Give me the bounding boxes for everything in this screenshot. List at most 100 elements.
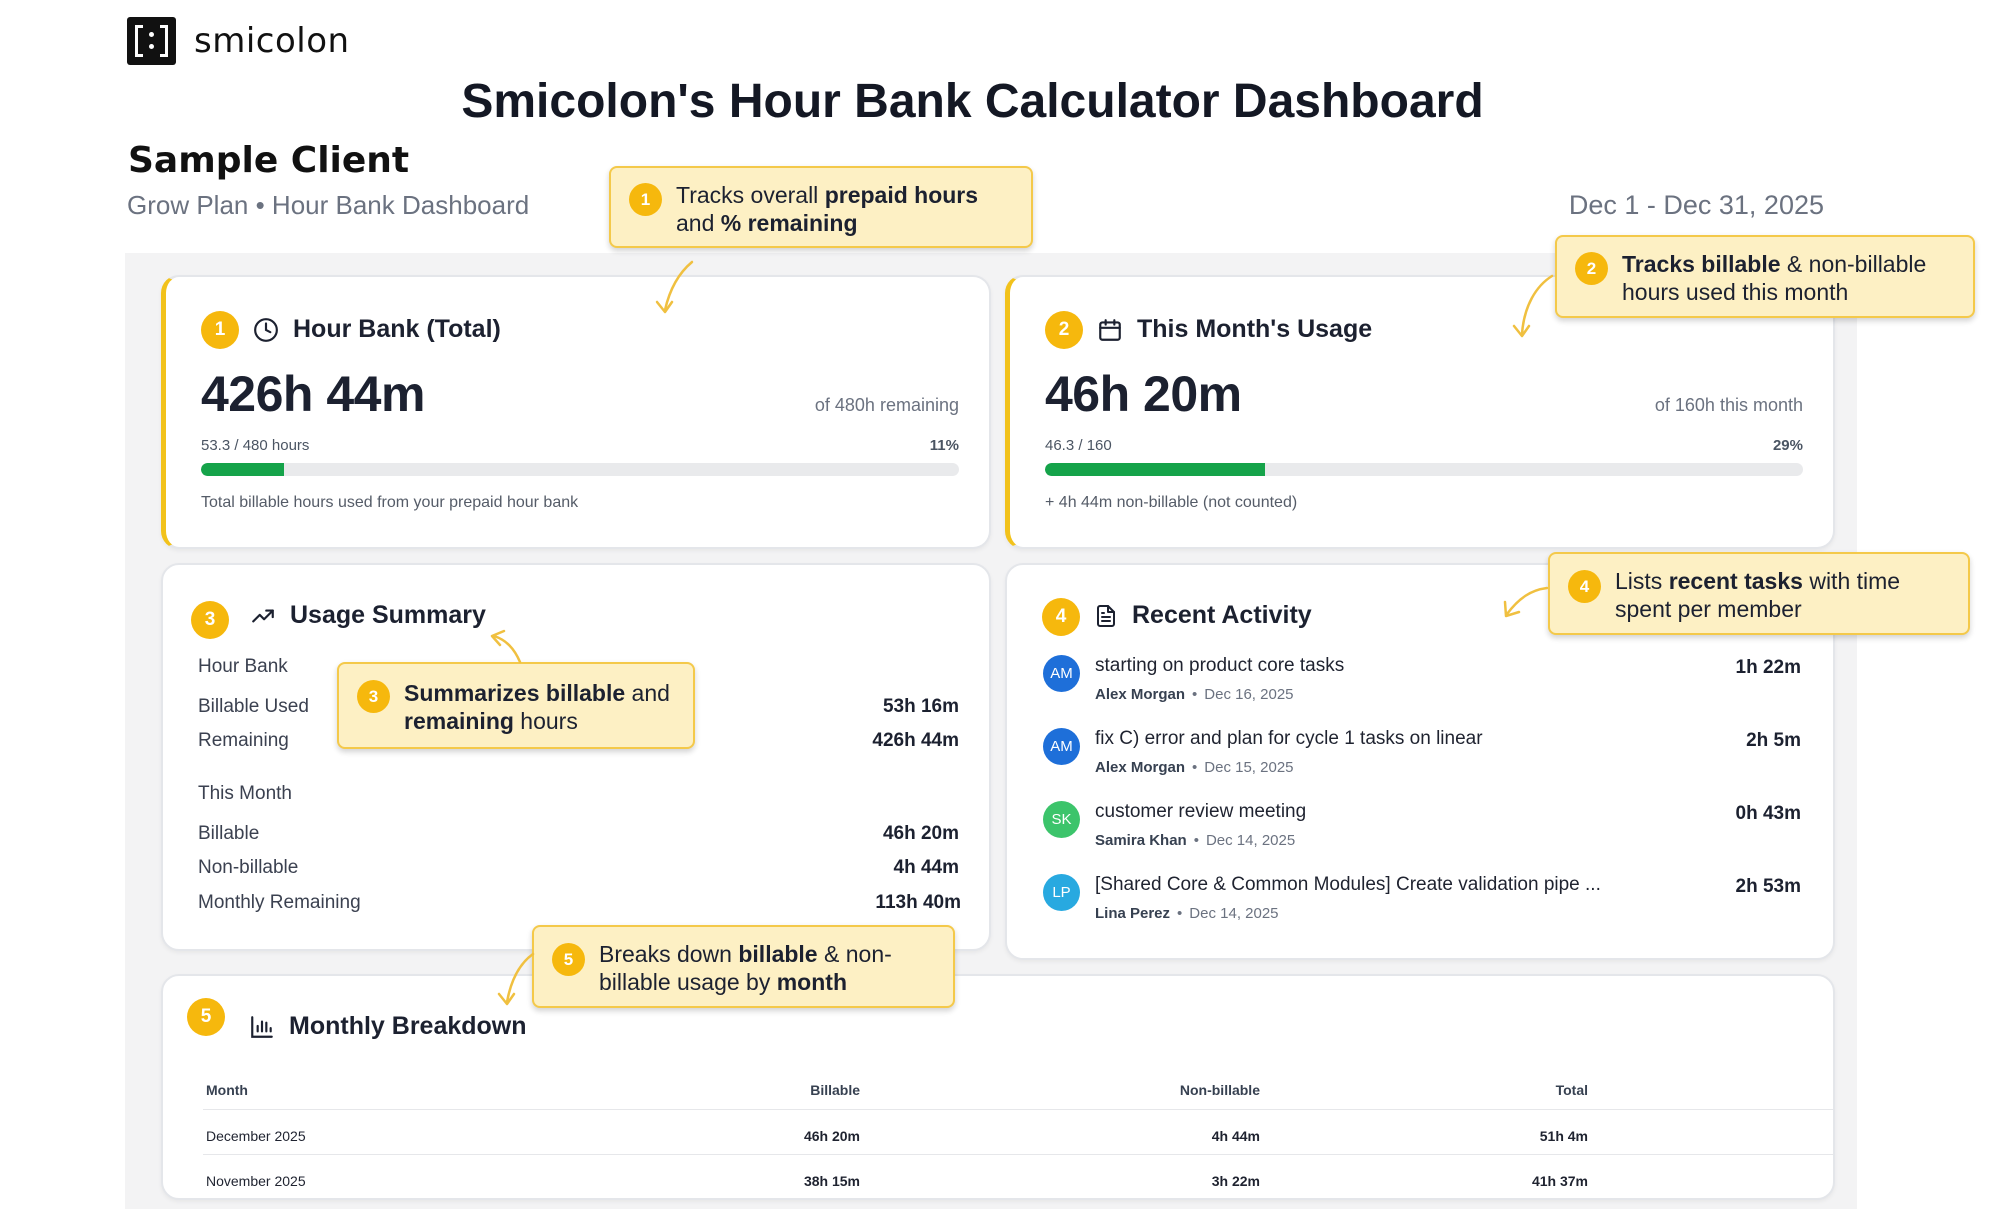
clock-icon [254,317,278,342]
callout-arrow [490,629,522,664]
card-title: Recent Activity [1094,601,1312,630]
activity-item[interactable]: SK customer review meeting Samira Khan • D… [1007,801,1833,861]
callout-summary: 3 Summarizes billable and remaining hour… [337,662,695,749]
callout-arrow [1503,586,1549,618]
callout-monthly: 5 Breaks down billable & non- billable u… [532,925,955,1008]
callout-text: Breaks down billable & non- billable usa… [599,941,892,995]
card-title: Monthly Breakdown [249,1012,527,1041]
activity-meta: Alex Morgan • Dec 16, 2025 [1095,686,1294,703]
trending-up-icon [252,609,274,622]
activity-item[interactable]: AM fix C) error and plan for cycle 1 tas… [1007,728,1833,788]
month-usage-progress-bar [1045,463,1803,476]
monthly-breakdown-title: Monthly Breakdown [289,1012,527,1040]
month-usage-note: + 4h 44m non-billable (not counted) [1045,494,1298,511]
callout-badge: 2 [1575,252,1608,285]
activity-member: Lina Perez [1095,905,1171,922]
this-month-heading: This Month [198,783,292,804]
avatar: AM [1043,655,1080,692]
progress-fill [201,463,285,476]
cell-non-billable: 4h 44m [1211,1128,1260,1144]
activity-member: Alex Morgan [1095,759,1186,776]
recent-activity-title: Recent Activity [1132,601,1312,629]
page-title: Smicolon's Hour Bank Calculator Dashboar… [461,75,1484,128]
date-range[interactable]: Dec 1 - Dec 31, 2025 [1568,190,1824,220]
card-title: This Month's Usage [1097,315,1372,344]
usage-summary-title: Usage Summary [290,601,486,629]
cell-total: 41h 37m [1531,1173,1588,1189]
document-icon [1097,604,1115,627]
activity-item[interactable]: LP [Shared Core & Common Modules] Create… [1007,874,1833,934]
column-header: Total [1555,1082,1588,1098]
hour-bank-progress-bar [201,463,959,476]
callout-text: Tracks overall prepaid hours and % remai… [676,182,979,236]
summary-value: 113h 40m [875,892,961,913]
summary-value: 53h 16m [882,696,959,717]
avatar: AM [1043,728,1080,765]
callout-recent-tasks: 4 Lists recent tasks with time spent per… [1548,552,1970,635]
client-name: Sample Client [128,140,410,181]
hour-bank-value: 426h 44m [201,366,425,422]
callout-text: Tracks billable & non-billable hours use… [1622,251,1927,305]
activity-date: Dec 16, 2025 [1204,686,1294,703]
activity-title: fix C) error and plan for cycle 1 tasks … [1095,728,1483,749]
activity-duration: 2h 53m [1735,876,1801,897]
cell-month: December 2025 [206,1128,306,1144]
column-header: Billable [810,1082,860,1098]
section-badge: 2 [1045,311,1083,349]
progress-label: 46.3 / 160 [1045,437,1112,454]
hour-bank-card: 1 Hour Bank (Total) 426h 44m of 480h rem… [161,275,991,549]
cell-total: 51h 4m [1539,1128,1588,1144]
callout-prepaid-hours: 1 Tracks overall prepaid hours and % rem… [609,166,1033,248]
month-usage-of-text: of 160h this month [1654,395,1803,415]
section-badge: 1 [201,311,239,349]
table-divider [203,1154,1833,1155]
activity-title: customer review meeting [1095,801,1307,822]
callout-billable-tracking: 2 Tracks billable & non-billable hours u… [1555,235,1975,318]
month-usage-card: 2 This Month's Usage 46h 20m of 160h thi… [1005,275,1835,549]
activity-date: Dec 14, 2025 [1205,832,1296,849]
bar-chart-icon [251,1015,273,1038]
summary-label: Billable Used [198,696,309,717]
avatar: LP [1043,874,1080,911]
callout-arrow [497,952,535,1006]
activity-member: Alex Morgan [1095,686,1186,703]
progress-fill [1045,463,1265,476]
card-title: Hour Bank (Total) [253,315,501,344]
activity-meta: Lina Perez • Dec 14, 2025 [1095,905,1279,922]
brand-logo: smicolon [127,17,350,65]
column-header: Month [206,1082,248,1098]
usage-summary-card: 3 Usage Summary Hour Bank Billable Used … [161,563,991,951]
activity-item[interactable]: AM starting on product core tasks Alex M… [1007,655,1833,715]
summary-label: Billable [198,823,260,844]
plan-line: Grow Plan • Hour Bank Dashboard [127,190,530,220]
logo-mark [127,17,176,65]
table-divider [203,1109,1833,1110]
activity-meta: Alex Morgan • Dec 15, 2025 [1095,759,1294,776]
card-title: Usage Summary [250,601,486,630]
calendar-icon [1099,318,1121,341]
progress-percent: 11% [929,437,959,454]
activity-date: Dec 15, 2025 [1204,759,1294,776]
summary-label: Monthly Remaining [198,892,361,913]
callout-badge: 1 [629,183,662,216]
summary-value: 426h 44m [872,730,959,751]
callout-badge: 5 [552,943,585,976]
callout-text: Lists recent tasks with time spent per m… [1615,568,1901,622]
callout-badge: 4 [1568,570,1601,603]
monthly-breakdown-card: 5 Monthly Breakdown Month Billable Non-b… [161,974,1835,1200]
cell-non-billable: 3h 22m [1211,1173,1260,1189]
hour-bank-of-text: of 480h remaining [814,395,959,415]
callout-text: Summarizes billable and remaining hours [404,680,670,734]
avatar: SK [1043,801,1080,838]
hour-bank-heading: Hour Bank [198,656,288,677]
brand-name: smicolon [194,21,350,61]
progress-label: 53.3 / 480 hours [201,437,310,454]
hour-bank-note: Total billable hours used from your prep… [201,494,579,511]
section-badge: 3 [191,601,229,639]
summary-label: Non-billable [198,857,299,878]
cell-month: November 2025 [206,1173,306,1189]
column-header: Non-billable [1179,1082,1260,1098]
activity-title: [Shared Core & Common Modules] Create va… [1095,874,1601,895]
callout-arrow [1512,274,1554,338]
month-usage-title: This Month's Usage [1137,315,1373,343]
